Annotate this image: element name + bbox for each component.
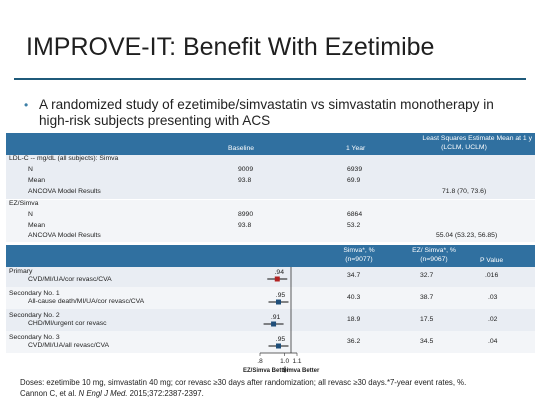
- hazard-ratio-point: [276, 299, 281, 305]
- ldl-results-table: Baseline 1 Year Least Squares Estimate M…: [6, 133, 535, 242]
- hazard-ratio-label: .95: [276, 336, 286, 343]
- row-label: N: [28, 166, 33, 173]
- header-lsm-line2: (LCLM, UCLM): [441, 144, 487, 151]
- bullet-icon: •: [24, 98, 29, 112]
- lsm-value: 71.8 (70, 73.6): [442, 188, 487, 195]
- p-value: .02: [488, 316, 498, 323]
- simva-rate: 40.3: [347, 294, 361, 301]
- axis-label-right: Simva Better: [283, 368, 320, 374]
- page-title: IMPROVE-IT: Benefit With Ezetimibe: [26, 33, 435, 61]
- hazard-ratio-point: [274, 276, 280, 282]
- footnote-doses: Doses: ezetimibe 10 mg, simvastatin 40 m…: [20, 378, 467, 387]
- row-label: ANCOVA Model Results: [28, 188, 101, 195]
- axis-label-left: EZ/Simva Better: [243, 368, 290, 374]
- section-label: EZ/Simva: [9, 200, 39, 207]
- table-row: ANCOVA Model Results 55.04 (53.23, 56.85…: [6, 232, 535, 241]
- table-row: N 9009 6939: [6, 166, 535, 175]
- hazard-ratio-label: .91: [271, 314, 281, 321]
- hazard-ratio-label: .95: [276, 292, 286, 299]
- row-label: N: [28, 211, 33, 218]
- forest-plot: .94 .95 .91 .95 .8 1.0 1.1 EZ/Simva Better Si…: [243, 267, 320, 374]
- x-tick-label: .8: [257, 358, 263, 365]
- table-row: EZ/Simva: [6, 200, 535, 209]
- year1-value: 69.9: [347, 177, 361, 184]
- p-value: .016: [485, 272, 499, 279]
- section-label: LDL-C -- mg/dL (all subjects): Simva: [9, 155, 119, 162]
- ez-rate: 38.7: [420, 294, 434, 301]
- header-ez-line2: (n=9067): [420, 256, 448, 263]
- x-tick-label: 1.1: [292, 358, 301, 365]
- outcome-group: Secondary No. 1: [9, 290, 60, 297]
- baseline-value: 9009: [238, 166, 254, 173]
- year1-value: 6864: [347, 211, 363, 218]
- simva-band: [6, 155, 535, 199]
- header-lsm-line1: Least Squares Estimate Mean at 1 y: [422, 135, 532, 142]
- simva-rate: 36.2: [347, 338, 361, 345]
- simva-rate: 34.7: [347, 272, 361, 279]
- outcome-definition: CVD/MI/UA/cor revasc/CVA: [28, 276, 112, 283]
- header-baseline: Baseline: [228, 145, 255, 152]
- outcomes-table: Simva*, % (n=9077) EZ/ Simva*, % (n=9067…: [6, 245, 535, 375]
- simva-rate: 18.9: [347, 316, 361, 323]
- header-p-value: P Value: [480, 257, 504, 264]
- outcomes-table-header: Simva*, % (n=9077) EZ/ Simva*, % (n=9067…: [6, 245, 535, 267]
- row-band: [6, 267, 535, 287]
- outcome-group: Primary: [9, 268, 33, 275]
- ldl-table-header: Baseline 1 Year Least Squares Estimate M…: [6, 133, 535, 155]
- table-row: Mean 93.8 53.2: [6, 222, 535, 231]
- bullet-text: A randomized study of ezetimibe/simvasta…: [39, 97, 494, 128]
- ez-rate: 34.5: [420, 338, 434, 345]
- table-row: Mean 93.8 69.9: [6, 177, 535, 186]
- outcome-definition: CVD/MI/UA/all revasc/CVA: [28, 342, 110, 349]
- year1-value: 6939: [347, 166, 363, 173]
- hazard-ratio-point: [276, 343, 281, 349]
- header-simva-line1: Simva*, %: [343, 247, 375, 254]
- header-1-year: 1 Year: [346, 145, 366, 152]
- row-band: [6, 331, 535, 353]
- table-row: N 8990 6864: [6, 211, 535, 220]
- outcome-definition: CHD/MI/urgent cor revasc: [28, 320, 107, 327]
- citation-volume: 2015;372:2387-2397.: [127, 388, 204, 398]
- footnote: Doses: ezetimibe 10 mg, simvastatin 40 m…: [20, 378, 530, 399]
- x-tick-label: 1.0: [280, 358, 289, 365]
- row-band: [6, 309, 535, 331]
- baseline-value: 8990: [238, 211, 254, 218]
- title-divider: [14, 78, 526, 80]
- hazard-ratio-label: .94: [275, 269, 285, 276]
- row-label: ANCOVA Model Results: [28, 232, 101, 239]
- lsm-value: 55.04 (53.23, 56.85): [436, 232, 498, 239]
- header-ez-line1: EZ/ Simva*, %: [412, 247, 456, 254]
- header-simva-line2: (n=9077): [345, 256, 373, 263]
- row-band: [6, 287, 535, 309]
- baseline-value: 93.8: [238, 222, 252, 229]
- p-value: .04: [488, 338, 498, 345]
- citation-journal: N Engl J Med.: [78, 388, 128, 398]
- year1-value: 53.2: [347, 222, 361, 229]
- table-row: LDL-C -- mg/dL (all subjects): Simva: [6, 155, 535, 164]
- ez-rate: 32.7: [420, 272, 434, 279]
- footnote-citation: Cannon C, et al. N Engl J Med. 2015;372:…: [20, 389, 530, 400]
- row-label: Mean: [28, 222, 46, 229]
- outcome-definition: All-cause death/MI/UA/cor revasc/CVA: [28, 298, 145, 305]
- outcome-group: Secondary No. 3: [9, 334, 60, 341]
- baseline-value: 93.8: [238, 177, 252, 184]
- hazard-ratio-point: [271, 321, 277, 327]
- citation-authors: Cannon C, et al.: [20, 388, 79, 398]
- ez-rate: 17.5: [420, 316, 434, 323]
- table-row: ANCOVA Model Results 71.8 (70, 73.6): [6, 188, 535, 197]
- outcome-group: Secondary No. 2: [9, 312, 60, 319]
- row-label: Mean: [28, 177, 46, 184]
- ezsimva-band: [6, 200, 535, 242]
- p-value: .03: [488, 294, 498, 301]
